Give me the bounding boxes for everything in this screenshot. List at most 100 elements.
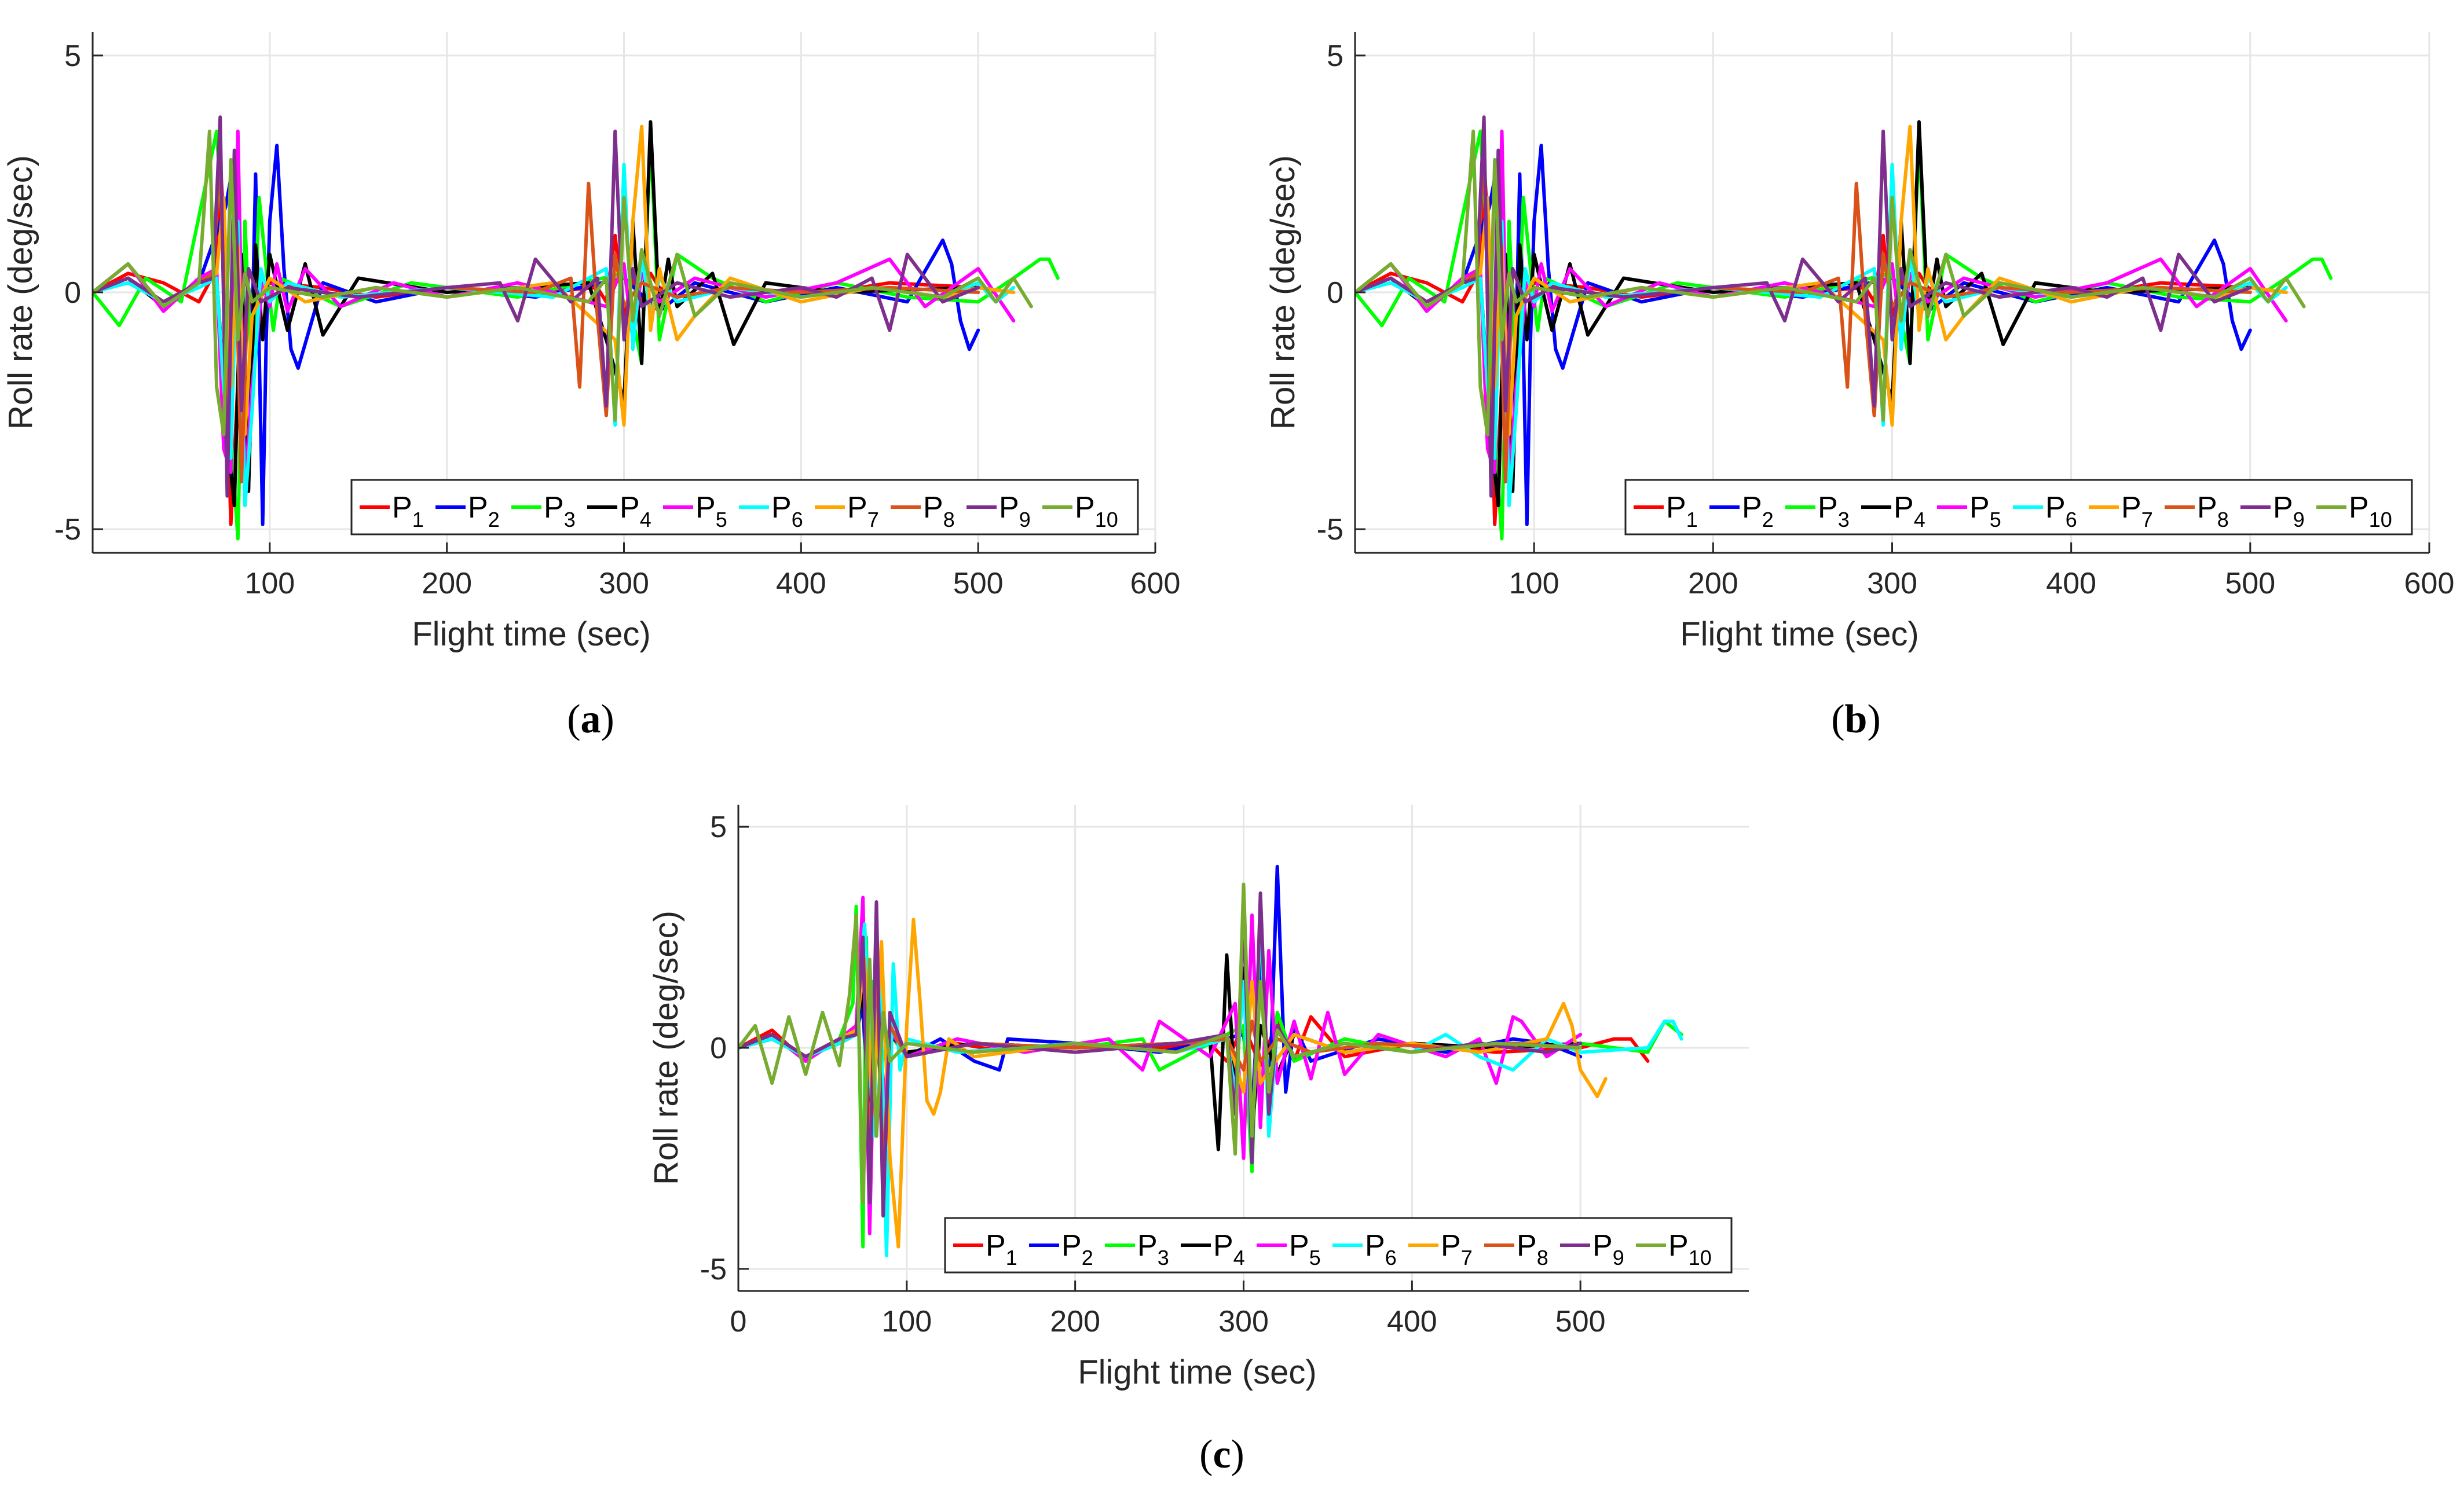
legend-label-p3: P3 <box>544 491 576 531</box>
x-tick-label: 500 <box>953 567 1004 600</box>
legend-entry-p8: P8 <box>2165 491 2229 531</box>
legend-label-p2: P2 <box>1742 491 1774 531</box>
legend-label-p7: P7 <box>1441 1229 1473 1270</box>
x-tick-label: 300 <box>1218 1305 1269 1338</box>
legend-label-p8: P8 <box>1517 1229 1548 1270</box>
legend-label-p8: P8 <box>923 491 955 531</box>
series-line-p5 <box>93 129 1016 489</box>
legend-entry-p7: P7 <box>1408 1229 1473 1270</box>
legend-entry-p8: P8 <box>1484 1229 1548 1270</box>
legend-entry-p2: P2 <box>1029 1229 1093 1270</box>
x-tick-label: 600 <box>1130 567 1181 600</box>
panel-caption-c: (c) <box>1199 1432 1244 1477</box>
x-tick-label: 200 <box>1688 567 1738 600</box>
x-tick-label: 400 <box>1387 1305 1437 1338</box>
x-axis-label: Flight time (sec) <box>1680 615 1919 653</box>
legend-label-p5: P5 <box>1969 491 2001 531</box>
legend-entry-p7: P7 <box>2089 491 2153 531</box>
legend-label-p10: P10 <box>1075 491 1118 531</box>
x-axis-label: Flight time (sec) <box>412 615 651 653</box>
legend-label-p6: P6 <box>771 491 803 531</box>
y-tick-label: 0 <box>1327 276 1343 310</box>
x-tick-label: 100 <box>1509 567 1559 600</box>
y-tick-label: 5 <box>710 810 727 844</box>
legend-entry-p6: P6 <box>739 491 803 531</box>
legend: P1 P2 P3 P4 P5 P6 P7 P8 P9 P10 <box>944 1217 1733 1274</box>
legend-label-p5: P5 <box>695 491 727 531</box>
panel-caption-b: (b) <box>1831 697 1881 742</box>
y-axis-label: Roll rate (deg/sec) <box>647 911 685 1185</box>
y-tick-label: 5 <box>1327 39 1343 73</box>
legend-entry-p4: P4 <box>1861 491 1925 531</box>
legend-label-p8: P8 <box>2197 491 2229 531</box>
legend-entry-p5: P5 <box>663 491 727 531</box>
legend-label-p4: P4 <box>1894 491 1925 531</box>
legend-entry-p3: P3 <box>1785 491 1850 531</box>
legend-label-p4: P4 <box>620 491 651 531</box>
legend-entry-p10: P10 <box>1636 1229 1712 1270</box>
x-axis-label: Flight time (sec) <box>1078 1353 1317 1391</box>
legend-entry-p3: P3 <box>1105 1229 1169 1270</box>
legend: P1 P2 P3 P4 P5 P6 P7 P8 P9 P10 <box>350 479 1139 535</box>
x-tick-label: 300 <box>1867 567 1917 600</box>
legend-label-p1: P1 <box>986 1229 1017 1270</box>
y-tick-label: 0 <box>64 276 81 310</box>
legend-entry-p9: P9 <box>966 491 1031 531</box>
chart-panel-a: 100 200 300 400 500 600 -5 0 5 Flight time (sec) R… <box>2 32 1180 742</box>
x-tick-label: 0 <box>730 1305 747 1338</box>
legend-entry-p6: P6 <box>1332 1229 1397 1270</box>
legend-label-p4: P4 <box>1213 1229 1245 1270</box>
legend-entry-p10: P10 <box>2316 491 2392 531</box>
legend-entry-p4: P4 <box>1181 1229 1245 1270</box>
legend-label-p2: P2 <box>1061 1229 1093 1270</box>
legend-label-p9: P9 <box>2273 491 2305 531</box>
x-tick-label: 100 <box>244 567 295 600</box>
legend-label-p9: P9 <box>1592 1229 1624 1270</box>
x-tick-label: 100 <box>881 1305 932 1338</box>
legend-entry-p2: P2 <box>435 491 500 531</box>
legend-entry-p6: P6 <box>2013 491 2077 531</box>
legend-entry-p5: P5 <box>1257 1229 1321 1270</box>
series-line-p10 <box>1355 129 2306 436</box>
legend-entry-p1: P1 <box>1634 491 1698 531</box>
chart-panel-b: 100 200 300 400 500 600 -5 0 5 Flight time (sec) R… <box>1264 32 2454 742</box>
x-tick-label: 400 <box>776 567 826 600</box>
series-line-p5 <box>1355 129 2288 489</box>
panel-caption-a: (a) <box>567 697 614 742</box>
legend-label-p3: P3 <box>1818 491 1850 531</box>
legend-entry-p5: P5 <box>1937 491 2001 531</box>
legend-entry-p9: P9 <box>2240 491 2305 531</box>
legend-label-p7: P7 <box>847 491 879 531</box>
series-line-p10 <box>738 882 1583 1205</box>
legend-label-p5: P5 <box>1289 1229 1321 1270</box>
series-group <box>738 864 1683 1257</box>
y-tick-label: -5 <box>1317 513 1343 546</box>
x-tick-label: 400 <box>2046 567 2096 600</box>
legend-entry-p4: P4 <box>587 491 651 531</box>
legend-entry-p2: P2 <box>1709 491 1774 531</box>
y-tick-label: -5 <box>54 513 81 546</box>
series-group <box>1355 115 2333 541</box>
x-tick-label: 600 <box>2404 567 2455 600</box>
legend-label-p10: P10 <box>1668 1229 1712 1270</box>
legend-label-p1: P1 <box>392 491 424 531</box>
legend-label-p1: P1 <box>1666 491 1698 531</box>
legend-entry-p1: P1 <box>953 1229 1017 1270</box>
x-tick-label: 500 <box>1555 1305 1606 1338</box>
legend-label-p7: P7 <box>2121 491 2153 531</box>
y-tick-label: -5 <box>700 1253 727 1286</box>
legend-entry-p3: P3 <box>511 491 576 531</box>
legend-entry-p1: P1 <box>360 491 424 531</box>
legend-label-p3: P3 <box>1137 1229 1169 1270</box>
y-axis-label: Roll rate (deg/sec) <box>2 155 39 430</box>
y-tick-label: 0 <box>710 1032 727 1065</box>
legend-label-p9: P9 <box>999 491 1031 531</box>
legend-entry-p7: P7 <box>815 491 879 531</box>
legend-entry-p10: P10 <box>1042 491 1118 531</box>
legend: P1 P2 P3 P4 P5 P6 P7 P8 P9 P10 <box>1624 479 2413 535</box>
x-tick-label: 500 <box>2225 567 2275 600</box>
legend-label-p6: P6 <box>2045 491 2077 531</box>
x-tick-label: 200 <box>422 567 472 600</box>
legend-entry-p8: P8 <box>891 491 955 531</box>
legend-label-p2: P2 <box>468 491 500 531</box>
